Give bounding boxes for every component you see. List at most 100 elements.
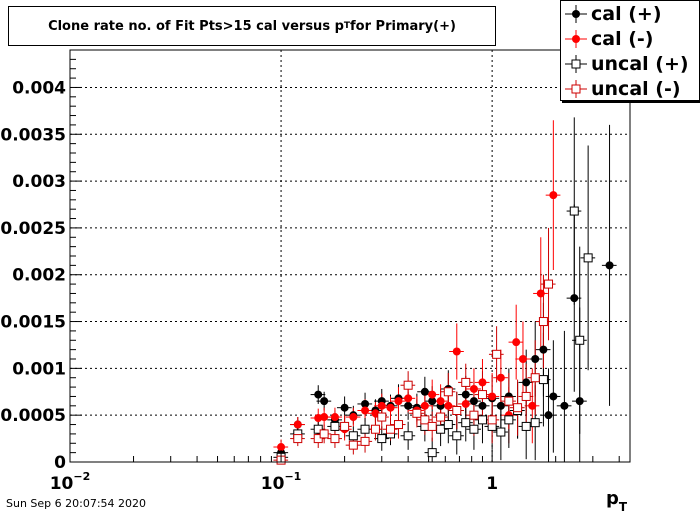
data-point: [583, 253, 593, 263]
data-point: [340, 403, 349, 412]
data-point: [293, 420, 302, 429]
data-point: [521, 391, 531, 401]
data-point: [560, 401, 569, 410]
data-point: [452, 347, 461, 356]
x-tick-label: 10−1: [261, 470, 302, 494]
data-point: [404, 401, 413, 410]
data-point: [360, 436, 370, 446]
data-point: [469, 424, 479, 434]
legend-entry-cal-minus: cal (-): [561, 27, 700, 51]
data-point: [314, 390, 323, 399]
x-tick-label: 1: [486, 474, 498, 494]
y-tick-label: 0.0025: [0, 219, 66, 239]
data-point: [386, 403, 395, 412]
data-point: [330, 413, 339, 422]
data-point: [427, 448, 437, 458]
data-point: [536, 289, 545, 298]
data-point: [469, 384, 478, 393]
data-point: [488, 392, 497, 401]
data-point: [570, 294, 579, 303]
y-tick-label: 0.0005: [0, 406, 66, 426]
data-point: [313, 424, 323, 434]
data-point: [320, 397, 329, 406]
data-point: [530, 418, 540, 428]
data-point: [452, 431, 462, 441]
data-point: [393, 420, 403, 430]
data-point: [420, 387, 429, 396]
legend-marker-filled-circle-black: [561, 2, 591, 26]
data-point: [469, 410, 479, 420]
data-point: [569, 206, 579, 216]
chart-legend: cal (+) cal (-) uncal (+) uncal (-): [560, 0, 700, 101]
data-point: [349, 413, 358, 422]
data-point: [420, 401, 429, 410]
legend-label: cal (-): [591, 28, 654, 50]
y-tick-label: 0: [54, 453, 66, 473]
data-point: [443, 387, 453, 397]
data-point: [461, 390, 470, 399]
data-point: [478, 378, 487, 387]
data-point: [496, 401, 505, 410]
data-point: [444, 401, 453, 410]
y-tick-label: 0.004: [12, 78, 66, 98]
legend-entry-uncal-plus: uncal (+): [561, 52, 700, 76]
data-point: [575, 335, 585, 345]
data-point: [403, 431, 413, 441]
data-point: [492, 349, 502, 359]
data-point: [518, 355, 527, 363]
data-point: [293, 434, 303, 444]
data-point: [538, 375, 548, 385]
data-point: [319, 429, 329, 439]
data-point: [320, 413, 329, 422]
data-point: [386, 424, 396, 434]
data-point: [377, 412, 387, 422]
y-tick-label: 0.0015: [0, 313, 66, 333]
data-point: [436, 412, 446, 422]
data-point: [496, 373, 505, 382]
data-point: [436, 397, 445, 406]
data-point: [605, 261, 614, 270]
data-point: [361, 399, 370, 408]
x-tick-label: 10−2: [50, 470, 91, 494]
data-point: [513, 403, 523, 413]
chart-title: Clone rate no. of Fit Pts>15 cal versus …: [8, 6, 496, 46]
y-tick-label: 0.001: [12, 359, 66, 379]
data-marks: [276, 191, 614, 465]
data-point: [487, 415, 497, 425]
y-tick-label: 0.003: [12, 172, 66, 192]
chart-axes: [69, 49, 631, 463]
data-point: [528, 401, 537, 410]
data-point: [403, 380, 413, 390]
data-point: [348, 440, 358, 450]
data-point: [348, 431, 358, 441]
data-point: [360, 424, 370, 434]
data-point: [504, 415, 514, 425]
data-point: [512, 338, 521, 347]
data-point: [469, 397, 478, 406]
data-point: [370, 424, 380, 434]
data-point: [539, 345, 548, 354]
data-point: [544, 279, 554, 289]
data-point: [549, 191, 558, 200]
data-point: [314, 413, 323, 422]
data-point: [427, 421, 437, 431]
data-point: [277, 443, 286, 452]
data-point: [443, 420, 453, 430]
data-point: [377, 434, 387, 444]
data-point: [477, 415, 487, 425]
data-point: [377, 401, 386, 410]
data-point: [361, 406, 370, 415]
legend-marker-filled-circle-red: [561, 27, 591, 51]
y-tick-label: 0.002: [12, 266, 66, 286]
x-axis-label: pT: [606, 488, 628, 514]
plot-frame: [69, 49, 631, 463]
legend-marker-open-square-black: [561, 52, 591, 76]
data-point: [461, 399, 470, 408]
data-point: [538, 317, 548, 327]
data-point: [428, 397, 437, 406]
legend-entry-uncal-minus: uncal (-): [561, 77, 700, 101]
data-point: [394, 397, 403, 406]
data-point: [522, 378, 531, 387]
data-point: [412, 408, 422, 418]
data-point: [531, 355, 540, 363]
